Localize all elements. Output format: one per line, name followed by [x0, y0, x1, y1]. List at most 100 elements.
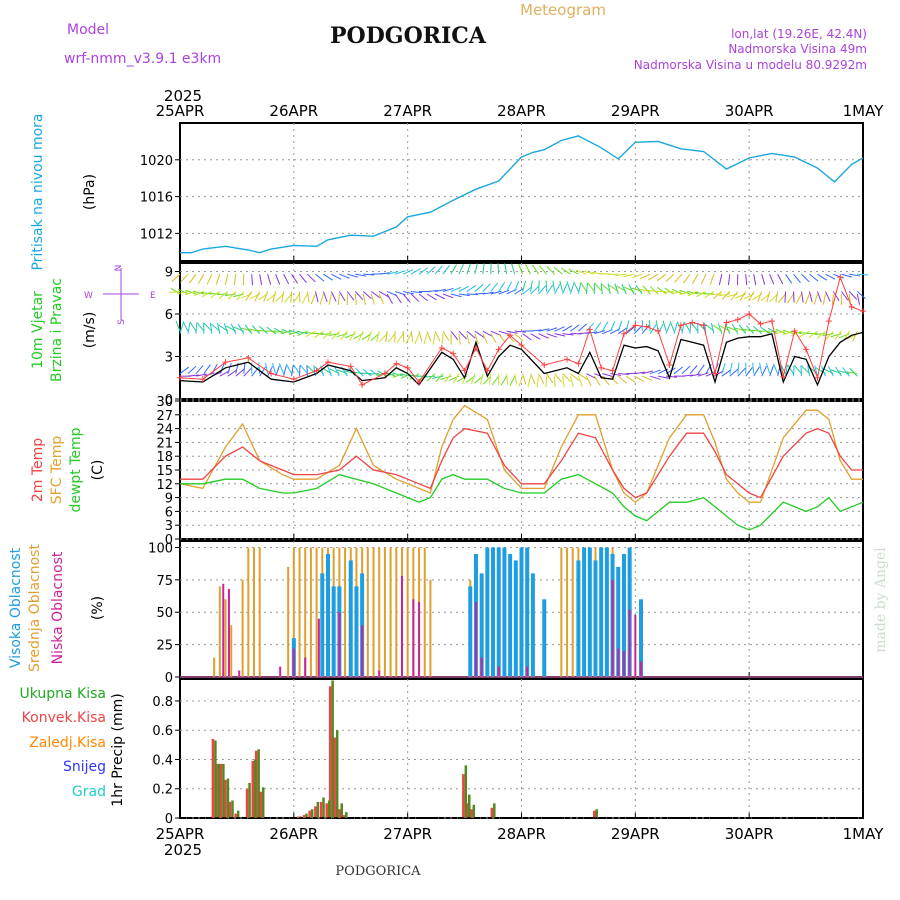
wind-barb [676, 321, 683, 332]
wind-barb [307, 365, 316, 375]
pressure-line [180, 135, 864, 254]
meteogram-label: Meteogram [520, 1, 606, 19]
wind-barb [532, 264, 539, 275]
wind-barb [500, 375, 508, 386]
precip-unit: 1hr Precip (mm) [110, 693, 126, 806]
wind-barb [616, 285, 627, 292]
wind-barb [423, 375, 436, 378]
compass-e: E [150, 291, 156, 301]
wind-barb [649, 286, 659, 295]
wind-barb [474, 333, 479, 345]
wind-barb [527, 376, 532, 387]
cloud-bar-low [628, 609, 631, 677]
wind-barb [177, 288, 189, 295]
wind-barb [215, 274, 221, 285]
wind-barb [815, 367, 826, 375]
wind-barb [546, 266, 555, 275]
wind-barb [530, 286, 539, 295]
precip-bar-conv [224, 779, 227, 818]
wind-barb [665, 323, 671, 334]
cloud-bar-high [519, 547, 524, 677]
wind-barb [727, 326, 738, 332]
wind-barb [370, 293, 376, 305]
cloud-bar-low [480, 657, 483, 677]
wind-barb [354, 291, 364, 300]
wind-barb [757, 291, 763, 302]
cloud-bar-low [418, 601, 421, 677]
wind-barb [530, 280, 533, 292]
wind-barb [453, 373, 460, 384]
wind-barb [666, 375, 678, 378]
top-date-label: 26APR [269, 102, 318, 120]
wind-barb [514, 373, 518, 385]
wind-barb [498, 281, 506, 292]
wind-barb [322, 291, 328, 303]
wind-barb [180, 273, 189, 283]
wind-barb [305, 330, 316, 338]
lonlat-text: lon,lat (19.26E, 42.4N) [731, 27, 867, 41]
wind-gust-point [860, 308, 866, 315]
wind-barb [782, 329, 794, 335]
wind-barb [617, 320, 623, 332]
bottom-date-label: 27APR [383, 825, 432, 843]
wind-barb [219, 291, 229, 299]
wind-barb [394, 293, 402, 304]
wind-gust-point [643, 323, 650, 330]
wind-barb [474, 330, 485, 338]
wind-barb [609, 375, 619, 385]
cloud-bar-high [639, 599, 644, 677]
wind-barb [625, 320, 630, 332]
wind-barb [224, 293, 236, 297]
wind-barb [745, 274, 748, 286]
pressure-ytick-label: 1012 [140, 227, 173, 242]
wind-barb [203, 322, 213, 332]
precip-bar-total [222, 763, 225, 818]
wind-barb [721, 369, 732, 377]
wind-barb [482, 333, 488, 344]
wind-barb [410, 268, 421, 275]
wind-barb [774, 330, 786, 335]
wind-barb [355, 273, 367, 277]
wind-barb [233, 274, 237, 286]
precip-bar-total [327, 800, 331, 818]
wind-barb [378, 291, 390, 298]
cloud-ytick-label: 75 [156, 574, 173, 589]
wind-barb [482, 375, 492, 385]
wind-barb [337, 293, 340, 305]
wind-barb [306, 291, 310, 303]
wind-barb [525, 264, 532, 275]
precip-bar-conv [302, 815, 306, 818]
wind-barb [230, 323, 237, 334]
wind-barb [474, 263, 478, 275]
bottom-date-label: 25APR [156, 825, 205, 843]
cloud-bar-high [604, 547, 609, 677]
wind-gust-point [598, 364, 605, 371]
precip-bar-total [331, 680, 334, 818]
wind-barb [710, 322, 715, 334]
wind-barb [275, 293, 284, 302]
wind-ytick-label: 3 [165, 351, 173, 366]
wind-barb [405, 333, 412, 344]
wind-barb [530, 373, 536, 385]
wind-barb [834, 330, 842, 341]
cloud-bar-low [361, 625, 364, 677]
wind-barb [585, 283, 588, 295]
wind-gust-point [222, 359, 229, 366]
wind-barb [713, 291, 723, 299]
wind-gust-point [199, 376, 206, 383]
wind-barb [223, 323, 229, 334]
wind-barb [607, 283, 611, 295]
wind-barb [275, 273, 281, 285]
wind-barb [482, 330, 493, 337]
wind-barb [583, 270, 595, 275]
cloud-bar-mid [423, 547, 426, 677]
cloud-bar-high [348, 560, 353, 677]
wind-barb [710, 293, 722, 296]
wind-barb [577, 283, 582, 295]
wind-barb [705, 323, 715, 332]
cloud-bar-low [474, 601, 477, 677]
wind-barb [623, 286, 635, 292]
wind-barb [539, 265, 547, 275]
wind-barb [339, 273, 350, 279]
temp-ytick-label: 21 [156, 436, 173, 451]
